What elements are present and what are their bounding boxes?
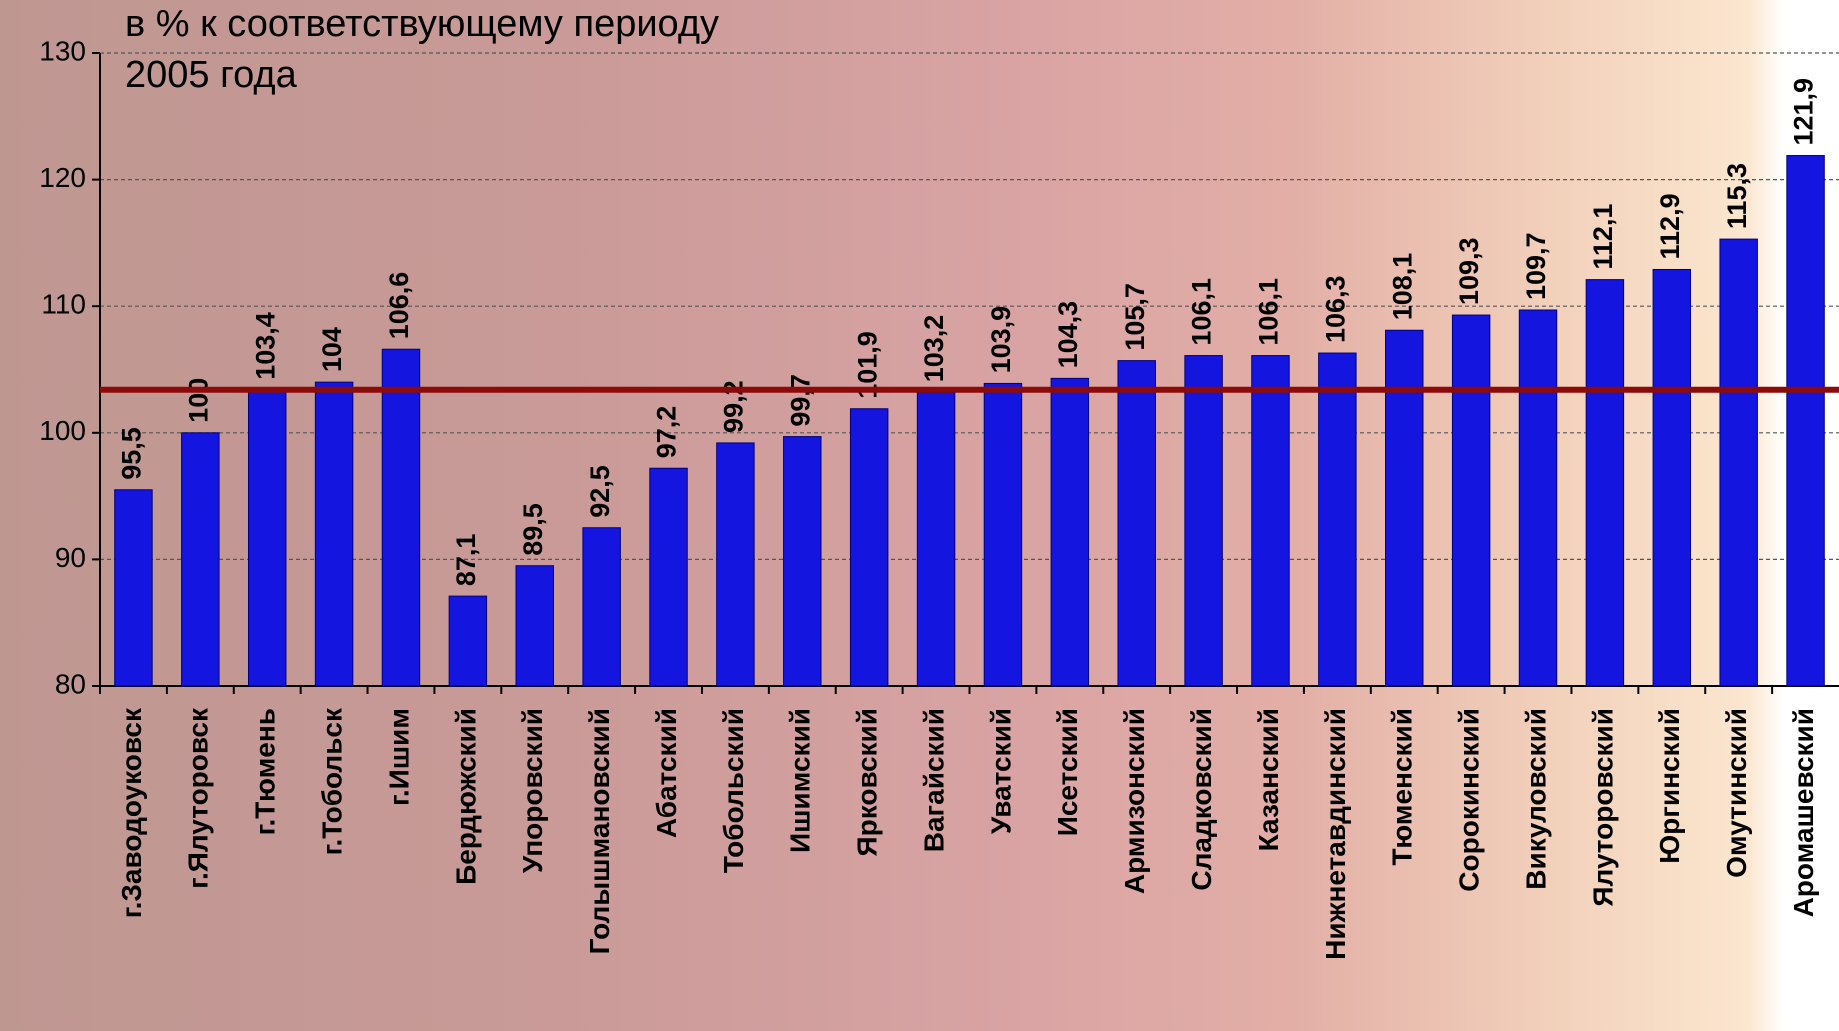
value-label: 106,3 bbox=[1320, 275, 1350, 343]
bar bbox=[916, 391, 956, 687]
x-tick-label: Сорокинский bbox=[1454, 708, 1485, 892]
y-tick-label: 100 bbox=[39, 415, 86, 446]
x-tick-label: Нижнетавдинский bbox=[1320, 708, 1351, 960]
value-label: 109,7 bbox=[1521, 232, 1551, 300]
value-label: 106,1 bbox=[1187, 278, 1217, 346]
chart-title: в % к соответствующему периоду bbox=[125, 3, 719, 45]
bar bbox=[1786, 155, 1825, 687]
x-tick-label: Викуловский bbox=[1520, 708, 1551, 890]
value-label: 106,1 bbox=[1254, 278, 1284, 346]
value-label: 97,2 bbox=[652, 406, 682, 459]
value-label: 115,3 bbox=[1722, 163, 1752, 229]
bar bbox=[1652, 268, 1692, 687]
value-label: 87,1 bbox=[451, 534, 481, 587]
x-tick-label: Бердюжский bbox=[450, 708, 481, 885]
value-label: 89,5 bbox=[518, 503, 548, 556]
value-label: 92,5 bbox=[585, 465, 615, 518]
x-tick-label: Ишимский bbox=[785, 708, 816, 853]
bar bbox=[448, 595, 488, 687]
value-label: 112,9 bbox=[1655, 193, 1685, 259]
x-tick-label: Тюменский bbox=[1387, 708, 1418, 866]
value-label: 106,6 bbox=[384, 272, 414, 340]
value-label: 108,1 bbox=[1387, 253, 1417, 321]
x-tick-label: Казанский bbox=[1253, 708, 1284, 851]
y-tick-label: 130 bbox=[39, 35, 86, 66]
value-label: 104 bbox=[317, 327, 347, 372]
value-label: 104,3 bbox=[1053, 301, 1083, 369]
x-tick-label: Голышмановский bbox=[584, 708, 615, 954]
bar bbox=[247, 389, 287, 687]
x-tick-label: г.Ишим bbox=[383, 708, 414, 806]
value-label: 105,7 bbox=[1120, 283, 1150, 351]
bar bbox=[783, 436, 822, 687]
bar bbox=[1585, 279, 1625, 687]
y-tick-label: 110 bbox=[41, 289, 86, 320]
bar bbox=[1117, 360, 1156, 687]
value-label: 95,5 bbox=[117, 427, 147, 480]
bar bbox=[114, 489, 153, 687]
bar bbox=[314, 381, 354, 687]
bar bbox=[181, 432, 220, 687]
bar bbox=[515, 565, 554, 687]
value-label: 100 bbox=[183, 378, 213, 423]
x-tick-label: Омутинский bbox=[1721, 708, 1752, 878]
x-tick-label: г.Тобольск bbox=[316, 707, 347, 855]
value-label: 103,4 bbox=[250, 312, 280, 380]
bar bbox=[716, 442, 755, 687]
value-label: 109,3 bbox=[1454, 237, 1484, 305]
chart-title: 2005 года bbox=[125, 54, 298, 96]
x-tick-label: Ялуторовский bbox=[1587, 708, 1618, 907]
x-tick-label: г.Заводоуковск bbox=[116, 707, 147, 918]
bar bbox=[1451, 314, 1491, 687]
value-label: 103,2 bbox=[919, 315, 949, 383]
bar bbox=[1318, 352, 1357, 687]
x-tick-label: Ярковский bbox=[852, 708, 883, 857]
y-tick-label: 120 bbox=[39, 162, 86, 193]
value-label: 103,9 bbox=[986, 306, 1016, 374]
bar bbox=[983, 382, 1023, 687]
bar bbox=[1719, 238, 1758, 687]
x-tick-label: Армизонский bbox=[1119, 708, 1150, 894]
y-tick-label: 80 bbox=[55, 668, 86, 699]
x-tick-label: Сладковский bbox=[1186, 708, 1217, 891]
x-tick-label: г.Тюмень bbox=[250, 708, 281, 835]
bar bbox=[849, 408, 889, 687]
bar bbox=[381, 348, 421, 687]
x-tick-label: Абатский bbox=[651, 708, 682, 838]
x-tick-label: Исетский bbox=[1052, 708, 1083, 836]
bar bbox=[582, 527, 621, 687]
x-tick-label: Юргинский bbox=[1654, 708, 1685, 864]
x-tick-label: Тобольский bbox=[718, 708, 749, 873]
x-tick-label: Уватский bbox=[985, 708, 1016, 834]
value-label: 99,7 bbox=[785, 374, 815, 427]
value-label: 112,1 bbox=[1588, 204, 1618, 270]
bar bbox=[1385, 329, 1424, 687]
x-tick-label: Вагайский bbox=[918, 708, 949, 852]
y-tick-label: 90 bbox=[55, 542, 86, 573]
x-tick-label: Аромашевский bbox=[1788, 708, 1819, 917]
bar bbox=[1184, 355, 1223, 687]
bar bbox=[1518, 309, 1558, 687]
bar bbox=[1251, 355, 1290, 687]
value-label: 121,9 bbox=[1789, 78, 1819, 146]
bar bbox=[1050, 377, 1090, 687]
bar bbox=[649, 467, 688, 687]
x-tick-label: г.Ялуторовск bbox=[183, 707, 214, 889]
x-tick-label: Упоровский bbox=[517, 708, 548, 873]
